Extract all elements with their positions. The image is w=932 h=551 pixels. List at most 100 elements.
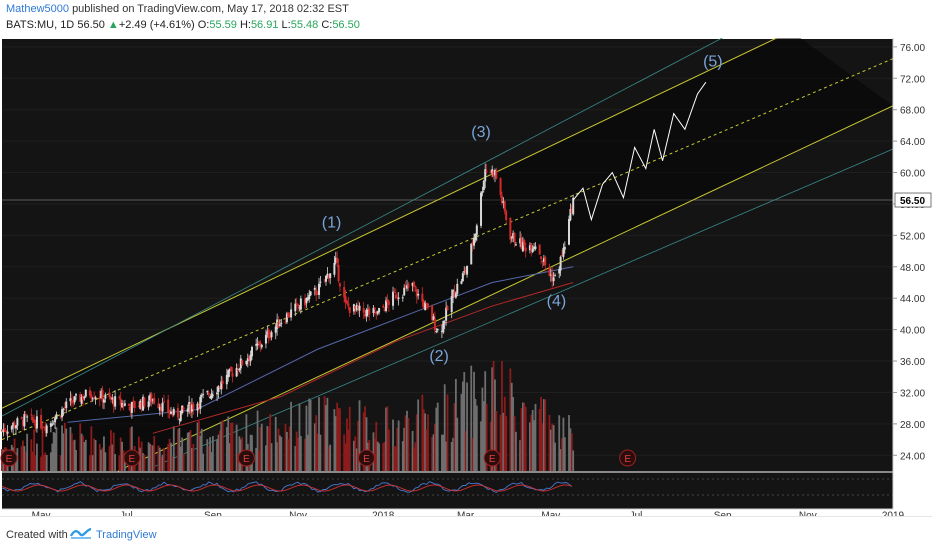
volume-bar — [304, 438, 306, 471]
candle-body — [396, 296, 399, 298]
volume-bar — [510, 382, 513, 471]
volume-bar — [199, 435, 202, 471]
candle-body — [189, 403, 192, 413]
candle-body — [403, 287, 406, 296]
candle-body — [326, 273, 329, 278]
volume-bar — [158, 447, 161, 471]
author-link[interactable]: Mathew5000 — [6, 3, 69, 15]
candle-body — [218, 386, 221, 388]
candle-body — [489, 170, 492, 173]
volume-bar — [270, 443, 273, 471]
volume-bar — [522, 402, 524, 471]
open-label: O: — [197, 19, 210, 31]
candle-body — [404, 285, 407, 287]
candle-body — [91, 398, 94, 400]
candle-body — [354, 306, 357, 309]
volume-bar — [445, 441, 448, 471]
volume-bar — [26, 433, 29, 471]
volume-bar — [480, 421, 482, 471]
earnings-marker: E — [483, 449, 501, 467]
candle-body — [161, 402, 164, 412]
volume-bar — [182, 453, 185, 471]
volume-bar — [23, 446, 26, 471]
volume-bar — [327, 446, 330, 471]
candle-body — [142, 396, 145, 411]
volume-bar — [255, 447, 258, 471]
volume-bar — [392, 419, 394, 471]
candle-body — [80, 396, 83, 404]
chart-area[interactable]: (1) (2) (3) (4) (5) E E E E E E 76.00 72.00 68.00 64… — [0, 30, 932, 521]
candle-body — [533, 246, 536, 249]
candle-body — [228, 368, 231, 372]
volume-bar — [431, 436, 434, 471]
tradingview-logo-icon[interactable] — [70, 526, 92, 540]
candle-body — [412, 281, 415, 287]
candle-body — [375, 311, 378, 314]
chart-header: Mathew5000 published on TradingView.com,… — [0, 0, 932, 38]
earnings-marker-circle — [358, 449, 375, 467]
symbol-label[interactable]: BATS:MU, 1D — [6, 19, 75, 31]
earnings-marker-circle — [0, 449, 18, 467]
volume-bar — [181, 437, 184, 471]
volume-bar — [519, 440, 522, 471]
volume-bar — [528, 422, 531, 471]
volume-bar — [216, 439, 218, 471]
volume-bar — [534, 403, 537, 471]
volume-bar — [382, 443, 385, 471]
volume-bar — [265, 445, 267, 471]
volume-bar — [568, 415, 570, 471]
candle-body — [40, 414, 43, 429]
tradingview-brand[interactable]: TradingView — [96, 529, 157, 541]
candle-body — [464, 270, 467, 273]
volume-bar — [89, 455, 91, 471]
volume-bar — [572, 450, 575, 471]
candle-body — [6, 431, 9, 434]
volume-bar — [299, 436, 302, 471]
candle-body — [35, 416, 38, 429]
volume-bar — [323, 396, 326, 471]
candle-body — [417, 293, 420, 296]
y-tick-label: 28.00 — [900, 420, 925, 431]
price-chart[interactable]: (1) (2) (3) (4) (5) E E E E E E 76.00 72.00 68.00 64… — [0, 30, 932, 521]
candle-body — [299, 298, 302, 310]
volume-bar — [520, 408, 523, 471]
volume-bar — [80, 433, 83, 471]
volume-bar — [111, 444, 114, 471]
earnings-marker-circle — [237, 449, 255, 467]
candle-body — [200, 395, 203, 397]
volume-bar — [501, 361, 503, 471]
y-tick-label: 64.00 — [900, 137, 925, 148]
candle-body — [357, 305, 360, 309]
candle-body — [26, 416, 29, 418]
volume-bar — [313, 423, 316, 471]
candle-body — [519, 238, 522, 244]
volume-bar — [415, 414, 418, 471]
volume-bar — [355, 448, 358, 471]
volume-bar — [475, 405, 478, 471]
candle-body — [343, 287, 346, 298]
candle-body — [245, 360, 248, 365]
candle-body — [336, 258, 339, 263]
volume-bar — [375, 421, 378, 471]
volume-bar — [456, 417, 459, 471]
candle-body — [500, 195, 503, 204]
candle-body — [352, 304, 355, 312]
candle-body — [570, 208, 573, 214]
volume-bar — [362, 412, 365, 471]
volume-bar — [509, 368, 512, 471]
volume-bar — [79, 423, 82, 471]
candle-body — [239, 358, 242, 369]
volume-bar — [168, 438, 171, 471]
candle-body — [227, 370, 230, 378]
candle-body — [505, 211, 508, 220]
volume-bar — [266, 426, 269, 471]
volume-bar — [267, 427, 270, 471]
candle-body — [561, 255, 564, 257]
candle-body — [313, 288, 316, 290]
candle-body — [55, 414, 58, 419]
volume-bar — [295, 431, 298, 471]
volume-bar — [210, 452, 213, 471]
volume-bar — [288, 426, 291, 471]
volume-bar — [542, 399, 545, 471]
volume-bar — [538, 409, 541, 471]
